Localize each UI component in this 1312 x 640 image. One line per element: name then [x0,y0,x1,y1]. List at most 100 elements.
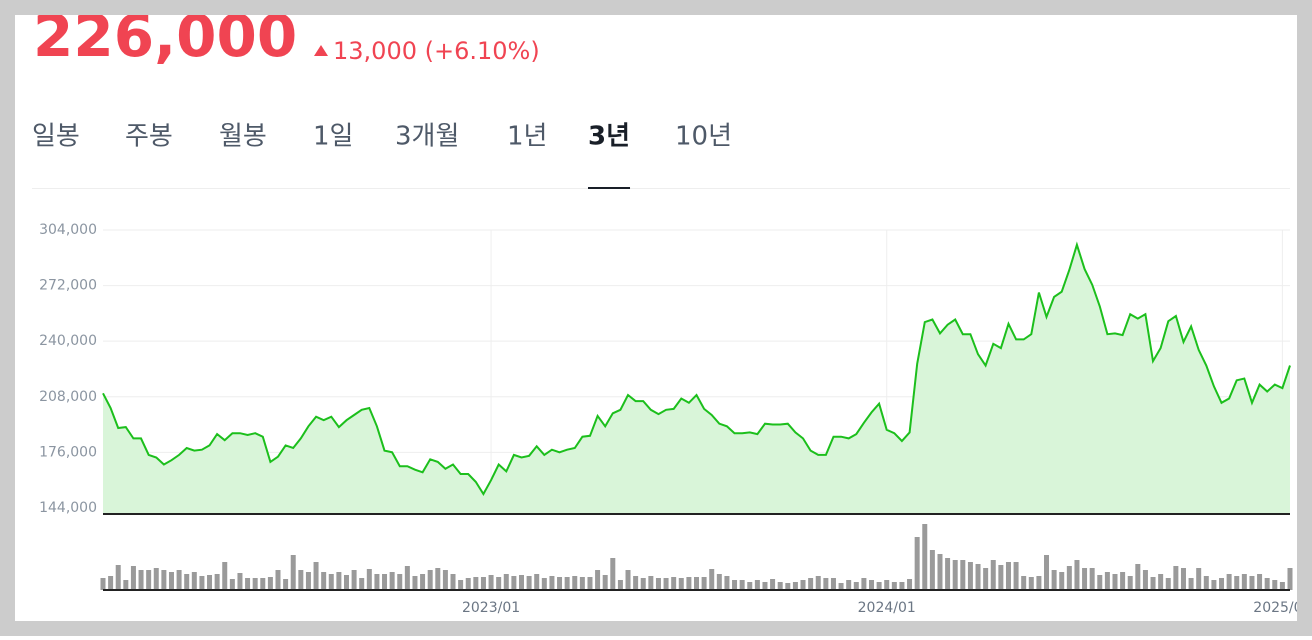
volume-bar [952,560,958,590]
x-tick-label: 2025/01 [1253,600,1311,616]
volume-bar [245,578,251,590]
volume-bar [328,574,334,590]
volume-bar [108,576,114,590]
volume-bar [458,580,464,590]
volume-bar [1142,570,1148,590]
volume-bar [617,580,623,590]
volume-bar [267,577,273,590]
volume-bar [694,577,699,590]
volume-bar [595,570,601,590]
volume-bar [579,577,585,590]
volume-bar [815,576,821,590]
volume-bar [290,555,296,590]
volume-bar [785,583,791,590]
volume-bar [640,578,646,590]
volume-bar [100,578,106,590]
volume-bar [343,575,349,590]
volume-bar [792,582,798,590]
volume-bar [168,572,174,590]
volume-bar [389,572,395,590]
volume-bar [800,580,806,590]
volume-bar [313,562,319,590]
tab[interactable]: 3개월 [395,122,459,152]
x-tick-label: 2024/01 [858,600,916,616]
volume-bar [724,576,730,590]
y-tick-label: 304,000 [39,222,97,238]
volume-bar [990,560,996,590]
volume-bar [1165,578,1171,590]
volume-bar [283,579,289,590]
volume-bar [937,554,943,590]
volume-bar [572,576,578,590]
price-area [103,244,1290,515]
volume-bar [518,575,524,590]
volume-bar [808,578,814,590]
volume-bar [998,565,1004,590]
volume-bar [891,582,897,590]
volume-bar [869,580,875,590]
volume-bar [1241,574,1247,590]
y-tick-label: 272,000 [39,278,97,294]
volume-bar [1120,572,1126,590]
volume-bar [1226,574,1232,590]
volume-bar [427,570,433,590]
volume-bar [442,570,448,590]
tab[interactable]: 1일 [313,122,353,152]
volume-bar [1059,572,1065,590]
volume-bar [663,578,669,590]
volume-bar [130,566,136,590]
volume-bar [1051,570,1057,590]
volume-bar [876,582,882,590]
volume-bar [336,572,342,590]
volume-bar [678,578,684,590]
volume-bar [176,570,182,590]
volume-bar [762,582,768,590]
volume-bar [412,576,418,590]
volume-bar [549,576,555,590]
volume-bar [838,583,844,590]
volume-bar [960,560,966,590]
tab[interactable]: 3년 [588,122,630,152]
y-tick-label: 208,000 [39,389,97,405]
volume-bar [929,550,935,590]
volume-bar [739,580,745,590]
volume-bar [252,578,258,590]
tab[interactable]: 주봉 [125,122,173,152]
volume-bar [541,578,547,590]
volume-bar [488,575,494,590]
volume-bar [671,577,677,590]
volume-bar [754,580,760,590]
volume-bar [1028,577,1034,590]
volume-bar [732,580,738,590]
y-tick-label: 240,000 [39,333,97,349]
volume-bar [1211,580,1217,590]
volume-bar [686,577,692,590]
volume-bar [1021,576,1027,590]
volume-bar [648,576,654,590]
volume-bar [564,577,570,590]
volume-bar [1180,568,1186,590]
volume-bar [830,578,836,590]
volume-bar [214,574,220,590]
tab[interactable]: 일봉 [32,122,80,152]
volume-bar [610,558,616,590]
volume-bar [914,537,920,590]
volume-bar [747,582,753,590]
volume-bar [1089,568,1095,590]
tab[interactable]: 10년 [675,122,732,152]
volume-bar [153,568,159,590]
tab[interactable]: 1년 [507,122,547,152]
up-arrow [314,45,328,56]
volume-bar [861,578,867,590]
volume-bar [1013,562,1019,590]
volume-bar [435,568,441,590]
volume-bar [907,579,913,590]
volume-bar [975,564,981,590]
volume-bar [1272,580,1278,590]
volume-bar [404,566,410,590]
volume-bar [138,570,144,590]
volume-bar [1082,568,1088,590]
tab[interactable]: 월봉 [219,122,267,152]
volume-bar [846,580,852,590]
volume-bar [1203,576,1209,590]
